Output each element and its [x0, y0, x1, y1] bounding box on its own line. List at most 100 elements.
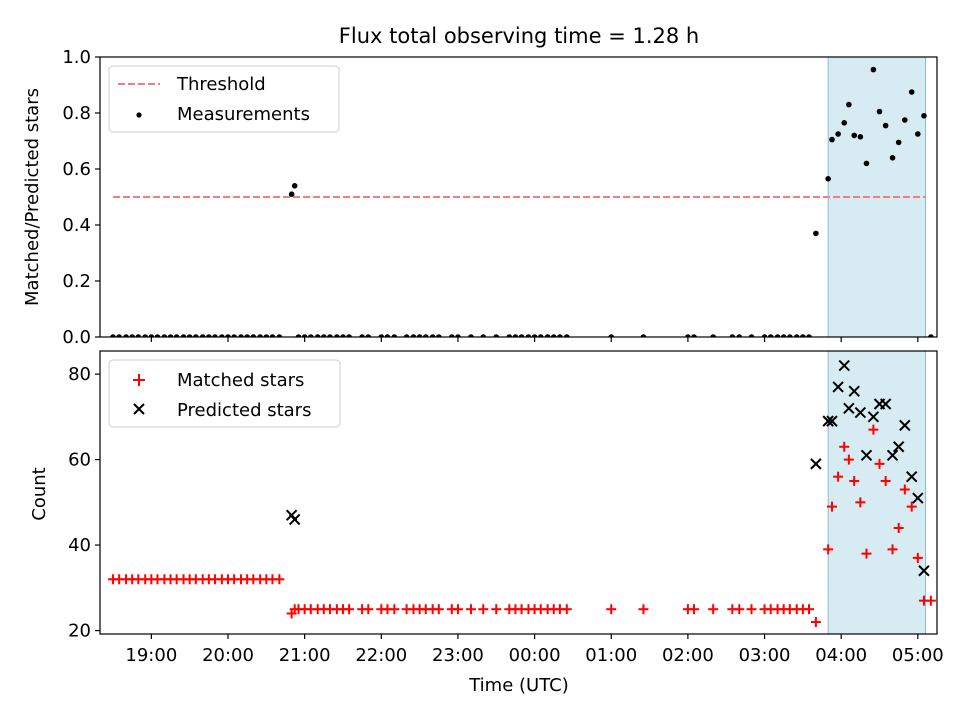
measurement-point [640, 334, 647, 337]
predicted-stars-point [810, 458, 822, 470]
predicted-stars-point [892, 441, 905, 453]
measurement-point [813, 230, 819, 237]
measurement-point [291, 183, 298, 189]
measurement-point [729, 334, 736, 337]
predicted-stars-point [918, 565, 930, 577]
measurement-point [493, 334, 500, 337]
matched-stars-point [868, 424, 879, 435]
ratio-legend-box [108, 65, 340, 133]
measurement-point [449, 334, 455, 337]
predicted-stars-point-b [905, 470, 918, 483]
count-panel-background [827, 350, 927, 635]
measurement-point [346, 334, 352, 337]
ratio-x-ticks [150, 337, 919, 342]
matched-stars-point [389, 604, 400, 615]
measurement-point [767, 334, 774, 337]
measurement-point [199, 334, 206, 337]
measurement-point [219, 334, 225, 337]
measurement-point [895, 139, 902, 146]
measurement-point [506, 334, 513, 337]
measurement-point [787, 334, 793, 337]
x-axis-label: Time (UTC) [468, 675, 569, 696]
predicted-stars-point [848, 385, 860, 397]
measurement-point [161, 334, 168, 337]
measurement-point [116, 334, 122, 337]
matched-stars-point [874, 458, 885, 469]
matched-stars-point [478, 604, 489, 615]
predicted-stars-point-b [810, 458, 822, 470]
measurements-legend-swatch [136, 112, 142, 118]
count-x-ticks: 19:00 20:00 21:00 22:00 23:00 00:00 01:00 02:00… [125, 634, 944, 666]
measurement-point [846, 101, 852, 108]
measurement-point [403, 334, 410, 337]
measurement-point [882, 122, 889, 129]
measurement-point [851, 132, 858, 139]
predicted-stars-point-b [899, 419, 911, 432]
measurement-point [435, 334, 442, 337]
predicted-stars-point-b [854, 406, 867, 419]
measurement-point [263, 334, 270, 337]
threshold-legend-label: Threshold [176, 74, 266, 95]
measurement-point [269, 334, 276, 337]
measurement-point [384, 334, 391, 337]
measurement-point [391, 334, 398, 337]
matched-stars-point [906, 501, 917, 512]
matched-legend-label: Matched stars [177, 370, 304, 391]
ratio-y-ticks: 0.0 0.2 0.4 0.6 0.8 1.0 [62, 47, 100, 348]
measurement-point [129, 334, 135, 337]
measurement-point [512, 334, 519, 337]
predicted-stars-point [879, 398, 892, 410]
x-tick-label: 03:00 [739, 645, 791, 666]
count-panel-marks [108, 359, 936, 628]
x-tick-label: 21:00 [279, 645, 331, 666]
predicted-stars-point [905, 470, 918, 483]
x-tick-label: 22:00 [355, 645, 407, 666]
measurement-point [870, 66, 877, 73]
measurement-point [206, 334, 212, 337]
measurement-point [825, 176, 831, 182]
measurement-point [365, 334, 372, 337]
measurement-point [480, 334, 487, 337]
measurement-point [685, 334, 691, 337]
predicted-stars-point-b [843, 402, 855, 414]
x-tick-label: 00:00 [509, 645, 561, 666]
measurement-point [928, 334, 934, 337]
measurement-point [378, 334, 385, 337]
predicted-stars-point-b [826, 415, 838, 427]
measurement-point [110, 334, 116, 337]
predicted-legend-swatch [133, 403, 145, 415]
matched-stars-point [861, 548, 872, 559]
measurement-point [429, 334, 436, 337]
measurement-point [468, 334, 474, 337]
ratio-y-tick-label: 0.6 [62, 159, 91, 180]
matched-stars-point [823, 544, 834, 555]
predicted-stars-point [822, 415, 834, 427]
measurement-point [148, 334, 155, 337]
count-observing-window [827, 350, 927, 635]
predicted-stars-point-b [912, 492, 924, 504]
predicted-stars-point-b [822, 415, 834, 427]
matched-stars-point [689, 604, 700, 615]
predicted-stars-point [288, 513, 301, 526]
measurement-point [301, 334, 308, 337]
matched-stars-point [606, 604, 617, 615]
x-tick-label: 20:00 [202, 645, 254, 666]
ratio-legend: Threshold Measurements [108, 65, 340, 133]
matched-stars-point [899, 484, 910, 495]
count-legend-box [108, 359, 341, 428]
ratio-panel-marks [110, 66, 934, 337]
measurement-point [841, 120, 848, 126]
predicted-stars-point [867, 411, 880, 423]
measurement-point [908, 89, 915, 95]
predicted-stars-point-b [832, 381, 844, 393]
matched-stars-point [491, 604, 502, 615]
measurement-point [327, 334, 333, 337]
matched-stars-point [849, 475, 860, 486]
matched-legend-swatch [133, 374, 145, 386]
predicted-stars-point [854, 406, 867, 419]
matched-stars-point [810, 617, 821, 628]
measurement-point [691, 334, 697, 337]
count-panel-frame [99, 350, 938, 635]
measurement-point [135, 334, 142, 337]
measurement-point [416, 334, 423, 337]
